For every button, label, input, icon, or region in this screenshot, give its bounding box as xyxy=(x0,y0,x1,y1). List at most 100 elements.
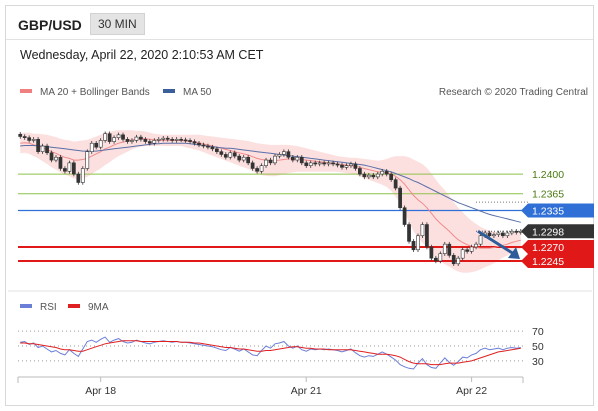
candle-body xyxy=(286,151,291,158)
candles xyxy=(18,131,523,267)
candle-body xyxy=(223,154,228,158)
candle-body xyxy=(259,165,264,172)
candle-body xyxy=(433,257,438,262)
candle-body xyxy=(313,162,318,165)
candle-body xyxy=(143,139,148,142)
candle-body xyxy=(366,174,371,178)
candle-body xyxy=(326,162,331,165)
timeframe-badge[interactable]: 30 MIN xyxy=(90,13,145,35)
ma20-legend-label: MA 20 + Bollinger Bands xyxy=(40,87,150,98)
candle-body xyxy=(116,134,121,138)
candle-body xyxy=(469,246,474,252)
candle-body xyxy=(304,162,309,166)
candle-body xyxy=(411,241,416,251)
rsi-ma-legend-label: 9MA xyxy=(88,302,109,313)
candle-body xyxy=(40,145,45,152)
candle-body xyxy=(416,235,420,251)
candle-body xyxy=(487,232,492,237)
ma50-legend-swatch xyxy=(163,89,175,93)
candle-body xyxy=(398,187,402,209)
candle-body xyxy=(67,162,72,172)
candle-body xyxy=(80,168,85,183)
candle-body xyxy=(514,230,519,233)
candle-body xyxy=(98,140,103,148)
candle-body xyxy=(299,156,304,164)
candle-body xyxy=(89,142,94,152)
candle-body xyxy=(63,168,67,172)
rsi-line xyxy=(20,336,521,370)
candle-body xyxy=(295,156,300,161)
candle-body xyxy=(322,162,326,165)
candle-body xyxy=(268,159,273,164)
candle-body xyxy=(27,137,32,141)
candle-body xyxy=(121,134,125,140)
candle-body xyxy=(474,243,478,248)
ma50-legend-label: MA 50 xyxy=(183,87,212,98)
research-credit: Research © 2020 Trading Central xyxy=(439,87,588,98)
rsi-legend-swatch xyxy=(20,304,32,308)
symbol-title: GBP/USD xyxy=(18,17,82,33)
candle-body xyxy=(201,144,206,147)
price-level-1-2335-tag xyxy=(521,203,594,218)
rsi-level-30-label: 30 xyxy=(532,356,544,368)
candle-body xyxy=(94,142,99,148)
candle-body xyxy=(188,140,192,142)
x-tick-label: Apr 21 xyxy=(291,385,322,397)
candle-body xyxy=(250,162,255,169)
candle-body xyxy=(456,257,461,265)
candle-body xyxy=(282,151,286,155)
candle-body xyxy=(371,174,376,178)
price-level-1-2245-label: 1.2245 xyxy=(532,256,564,268)
rsi-panel: 70 50 30 xyxy=(18,326,544,370)
candle-body xyxy=(465,249,470,252)
candle-body xyxy=(165,137,170,140)
candle-body xyxy=(228,152,233,158)
price-level-1-2335-label: 1.2335 xyxy=(532,206,564,218)
candle-body xyxy=(130,140,134,142)
candle-body xyxy=(442,243,447,254)
rsi-legend: RSI 9MA xyxy=(20,302,109,313)
price-level-1-2245-tag xyxy=(521,253,594,268)
rsi-level-50-label: 50 xyxy=(532,341,544,353)
candle-body xyxy=(380,170,385,175)
candle-body xyxy=(156,139,161,141)
candle-body xyxy=(31,139,36,141)
candle-body xyxy=(331,162,335,165)
candle-body xyxy=(139,136,143,140)
forecast-arrow-head xyxy=(508,247,520,260)
timestamp: Wednesday, April 22, 2020 2:10:53 AM CET xyxy=(20,48,264,62)
candle-body xyxy=(389,173,394,180)
candle-body xyxy=(460,249,465,259)
candle-body xyxy=(384,170,389,175)
candle-body xyxy=(237,155,242,161)
rsi-level-70-label: 70 xyxy=(532,326,544,338)
candle-body xyxy=(362,173,367,178)
candle-body xyxy=(317,162,322,165)
chart-legend: MA 20 + Bollinger Bands MA 50 Research ©… xyxy=(20,87,588,98)
candle-body xyxy=(402,207,407,225)
candle-body xyxy=(335,163,340,166)
candle-body xyxy=(349,163,353,166)
rsi-ma-line xyxy=(20,340,521,366)
candle-body xyxy=(425,224,429,248)
candle-body xyxy=(438,253,443,262)
candle-body xyxy=(210,146,215,150)
price-level-1-2270-label: 1.2270 xyxy=(532,242,564,254)
candle-body xyxy=(206,145,210,148)
candle-body xyxy=(496,232,501,235)
level-labels: 1.2400 1.2365 1.2335 1.2298 1.2270 1.2245 xyxy=(521,169,594,268)
bollinger-band-area xyxy=(20,130,521,273)
candle-body xyxy=(58,156,63,169)
candle-body xyxy=(152,140,157,144)
candle-body xyxy=(429,246,434,259)
candle-body xyxy=(125,139,130,142)
candle-body xyxy=(197,142,201,146)
candle-body xyxy=(264,159,268,166)
bollinger-band-fill xyxy=(20,130,521,273)
candle-body xyxy=(358,168,362,175)
candle-body xyxy=(134,136,139,141)
candle-body xyxy=(174,139,179,141)
candle-body xyxy=(451,255,456,265)
candle-body xyxy=(393,179,398,189)
